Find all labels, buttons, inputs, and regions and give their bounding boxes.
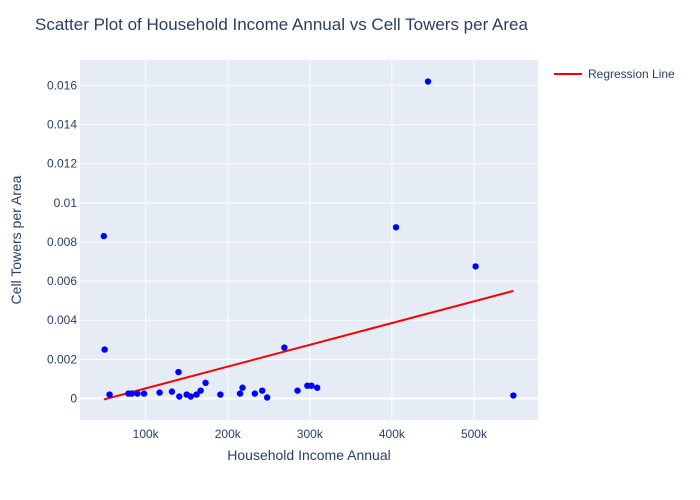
scatter-point[interactable] <box>251 390 259 397</box>
y-axis-title: Cell Towers per Area <box>8 175 24 304</box>
x-tick-label: 200k <box>215 427 242 441</box>
scatter-point[interactable] <box>140 390 148 397</box>
x-tick-label: 300k <box>297 427 324 441</box>
scatter-point[interactable] <box>281 344 288 351</box>
scatter-point[interactable] <box>294 387 301 394</box>
regression-layer <box>103 289 514 401</box>
plot-area <box>80 60 538 420</box>
x-axis-ticks: 100k 200k 300k 400k 500k <box>133 427 488 441</box>
scatter-point[interactable] <box>101 346 108 353</box>
y-tick-label: 0.006 <box>47 274 77 288</box>
x-tick-label: 100k <box>133 427 160 441</box>
x-tick-label: 400k <box>379 427 406 441</box>
x-tick-label: 500k <box>461 427 488 441</box>
chart-title: Scatter Plot of Household Income Annual … <box>35 15 528 34</box>
scatter-point[interactable] <box>193 391 200 398</box>
grid-lines <box>80 60 538 420</box>
scatter-point[interactable] <box>100 232 108 240</box>
scatter-point[interactable] <box>472 263 479 270</box>
regression-line[interactable] <box>103 289 514 401</box>
scatter-point[interactable] <box>156 389 163 396</box>
scatter-point[interactable] <box>128 390 135 397</box>
scatter-point[interactable] <box>168 388 176 395</box>
scatter-point[interactable] <box>202 379 209 387</box>
scatter-point[interactable] <box>134 390 141 397</box>
scatter-point[interactable] <box>217 391 224 398</box>
scatter-point[interactable] <box>187 393 195 400</box>
scatter-point[interactable] <box>510 392 517 399</box>
scatter-point[interactable] <box>236 390 244 397</box>
scatter-point[interactable] <box>424 78 432 85</box>
y-axis-ticks: 0 0.002 0.004 0.006 0.008 0.01 0.012 0.014 0.016 <box>47 78 77 405</box>
y-tick-label: 0.004 <box>47 313 77 327</box>
scatter-point[interactable] <box>263 394 271 401</box>
x-axis-title: Household Income Annual <box>227 447 390 463</box>
scatter-point[interactable] <box>197 387 204 394</box>
y-tick-label: 0.016 <box>47 78 77 92</box>
y-tick-label: 0.008 <box>47 235 77 249</box>
scatter-point[interactable] <box>314 384 321 391</box>
legend[interactable]: Regression Line <box>554 67 675 81</box>
scatter-point[interactable] <box>239 384 246 391</box>
scatter-point[interactable] <box>106 391 113 398</box>
scatter-point[interactable] <box>259 387 266 394</box>
scatter-point[interactable] <box>176 393 183 400</box>
y-tick-label: 0.002 <box>47 352 77 366</box>
scatter-points <box>100 78 517 401</box>
y-tick-label: 0.012 <box>47 157 77 171</box>
legend-label-regression: Regression Line <box>588 67 675 81</box>
scatter-point[interactable] <box>392 224 400 231</box>
scatter-point[interactable] <box>175 368 182 376</box>
y-tick-label: 0 <box>70 391 77 405</box>
scatter-point[interactable] <box>308 382 315 389</box>
y-tick-label: 0.014 <box>47 118 77 132</box>
y-tick-label: 0.01 <box>54 196 78 210</box>
